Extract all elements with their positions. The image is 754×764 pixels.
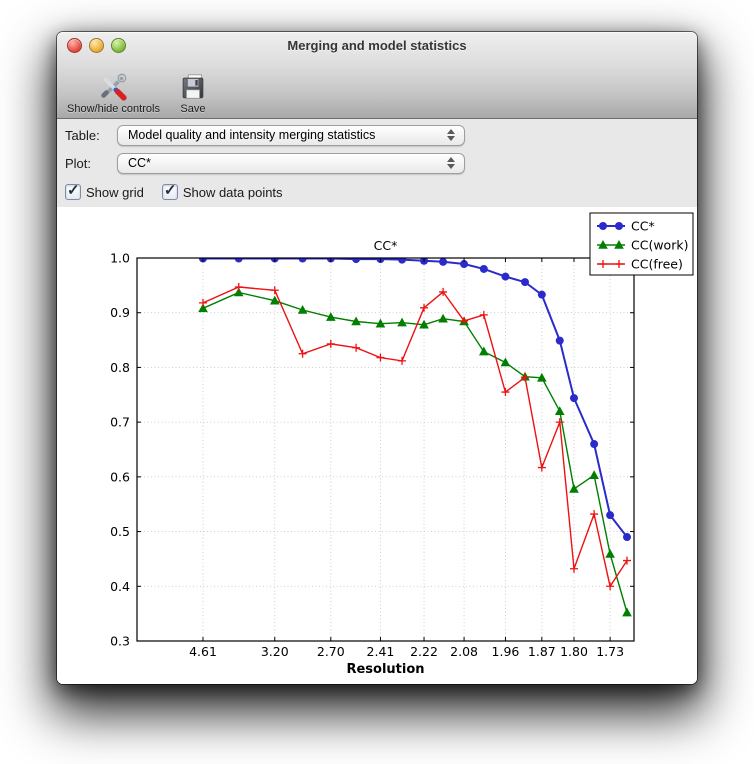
show-data-points-label: Show data points (182, 184, 283, 200)
table-select-value: Model quality and intensity merging stat… (128, 128, 376, 142)
app-window: Merging and model statistics (57, 32, 697, 684)
stepper-arrows-icon (447, 128, 455, 141)
window-chrome: Merging and model statistics (57, 32, 697, 119)
show-hide-controls-label: Show/hide controls (67, 103, 160, 115)
svg-text:2.70: 2.70 (317, 644, 345, 659)
plot-canvas: 4.61 3.20 2.70 2.41 2.22 2.08 1.96 1.87 1.80 1.73… (57, 207, 697, 684)
zoom-button[interactable] (111, 38, 126, 53)
legend: CC* CC(work) CC(free) (589, 212, 694, 276)
close-button[interactable] (67, 38, 82, 53)
checkmark-icon: ✓ (67, 182, 80, 199)
titlebar[interactable]: Merging and model statistics (57, 32, 697, 58)
svg-text:0.7: 0.7 (110, 415, 130, 430)
plot-label: Plot: (65, 155, 92, 171)
save-icon (178, 72, 208, 102)
table-select[interactable]: Model quality and intensity merging stat… (117, 124, 465, 146)
svg-text:2.22: 2.22 (410, 644, 438, 659)
tools-icon (98, 72, 128, 102)
svg-text:1.87: 1.87 (528, 644, 556, 659)
plot-row: Plot: CC* (65, 152, 689, 174)
svg-text:0.8: 0.8 (110, 360, 130, 375)
checkmark-icon: ✓ (163, 182, 177, 199)
svg-text:CC*: CC* (631, 219, 655, 234)
svg-text:0.9: 0.9 (110, 305, 130, 320)
svg-text:3.20: 3.20 (261, 644, 289, 659)
svg-text:0.3: 0.3 (110, 634, 130, 649)
show-grid-checkbox[interactable]: ✓ (65, 182, 81, 200)
save-label: Save (180, 103, 206, 115)
svg-text:0.4: 0.4 (110, 579, 130, 594)
plot-select-value: CC* (128, 156, 151, 170)
show-grid-label: Show grid (86, 184, 144, 200)
svg-text:2.08: 2.08 (450, 644, 478, 659)
svg-text:4.61: 4.61 (189, 644, 217, 659)
svg-text:CC(work): CC(work) (631, 238, 688, 253)
svg-text:1.96: 1.96 (492, 644, 520, 659)
plot-select[interactable]: CC* (117, 152, 465, 174)
table-label: Table: (65, 127, 100, 143)
checkbox-row: ✓ Show grid ✓ Show data points (65, 182, 689, 200)
svg-text:CC(free): CC(free) (631, 257, 683, 272)
show-hide-controls-button[interactable]: Show/hide controls (65, 72, 162, 115)
plot-controls-panel: Table: Model quality and intensity mergi… (57, 119, 697, 207)
minimize-button[interactable] (89, 38, 104, 53)
svg-text:0.5: 0.5 (110, 524, 130, 539)
show-data-points-checkbox[interactable]: ✓ (161, 182, 178, 200)
svg-text:1.0: 1.0 (110, 251, 130, 266)
svg-text:0.6: 0.6 (110, 469, 130, 484)
plot-svg: 4.61 3.20 2.70 2.41 2.22 2.08 1.96 1.87 1.80 1.73… (110, 212, 694, 677)
svg-text:2.41: 2.41 (367, 644, 395, 659)
svg-text:1.73: 1.73 (596, 644, 624, 659)
save-button[interactable]: Save (176, 72, 210, 115)
table-row: Table: Model quality and intensity mergi… (65, 124, 689, 146)
stepper-arrows-icon (447, 156, 455, 169)
traffic-lights (67, 38, 126, 53)
toolbar: Show/hide controls (57, 58, 697, 118)
svg-text:Resolution: Resolution (346, 662, 424, 677)
window-title: Merging and model statistics (287, 37, 467, 53)
svg-text:CC*: CC* (374, 238, 398, 253)
svg-text:1.80: 1.80 (560, 644, 588, 659)
